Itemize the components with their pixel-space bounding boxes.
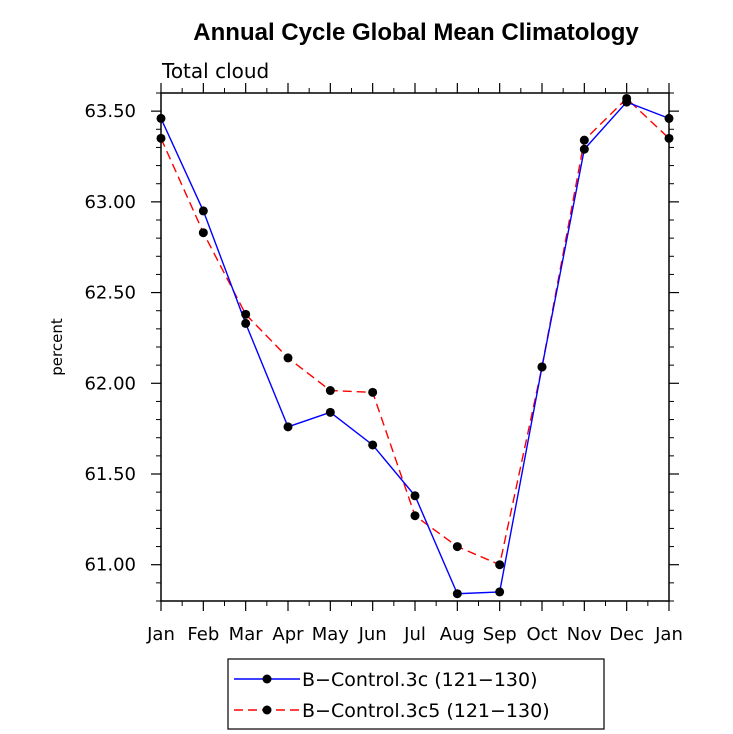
legend: B−Control.3c (121−130) B−Control.3c5 (12… — [227, 658, 605, 730]
series-1-point-6 — [410, 511, 420, 521]
series-1-point-3 — [283, 353, 293, 363]
series-1-point-1 — [198, 228, 208, 238]
y-tick-label-1: 61.50 — [84, 464, 136, 485]
y-tick-label-0: 61.00 — [84, 555, 136, 576]
x-tick-label-8: Sep — [483, 624, 517, 645]
x-tick-label-7: Aug — [440, 624, 475, 645]
series-0-point-7 — [452, 589, 462, 599]
legend-marker-blue — [262, 674, 272, 684]
y-tick-label-3: 62.50 — [84, 283, 136, 304]
y-tick-label-4: 63.00 — [84, 192, 136, 213]
y-tick-labels: 61.00 61.50 62.00 62.50 63.00 63.50 — [84, 101, 136, 576]
legend-label-red: B−Control.3c5 (121−130) — [302, 700, 550, 722]
axis-ticks — [151, 83, 679, 611]
series-0-point-5 — [368, 440, 378, 450]
series-0-point-9 — [537, 362, 547, 372]
x-tick-labels: Jan Feb Mar Apr May Jun Jul Aug Sep Oct Nov Dec Jan — [146, 624, 683, 645]
series-layer — [156, 93, 674, 599]
legend-marker-red — [262, 705, 272, 715]
series-0-point-3 — [283, 422, 293, 432]
x-tick-label-0: Jan — [146, 624, 175, 645]
chart-title: Annual Cycle Global Mean Climatology — [193, 19, 639, 46]
series-1-point-2 — [241, 309, 251, 319]
series-0-point-8 — [495, 587, 505, 597]
series-1-point-4 — [325, 386, 335, 396]
y-tick-label-5: 63.50 — [84, 101, 136, 122]
series-1-point-8 — [495, 560, 505, 570]
series-1-point-7 — [452, 542, 462, 552]
legend-label-blue: B−Control.3c (121−130) — [302, 669, 538, 691]
y-axis-label: percent — [48, 318, 66, 376]
x-tick-label-1: Feb — [187, 624, 219, 645]
x-tick-label-10: Nov — [567, 624, 602, 645]
series-0-point-11 — [622, 97, 632, 107]
series-0-point-6 — [410, 491, 420, 501]
legend-box — [227, 658, 605, 730]
y-tick-label-2: 62.00 — [84, 373, 136, 394]
x-tick-label-11: Dec — [609, 624, 644, 645]
chart-subtitle: Total cloud — [161, 59, 269, 83]
x-tick-label-4: May — [312, 624, 350, 645]
series-0-point-1 — [198, 206, 208, 216]
x-tick-label-2: Mar — [229, 624, 264, 645]
series-0-point-4 — [325, 407, 335, 417]
x-tick-label-12: Jan — [654, 624, 683, 645]
x-tick-label-9: Oct — [526, 624, 557, 645]
series-0-point-2 — [241, 318, 251, 328]
x-tick-label-3: Apr — [272, 624, 304, 645]
series-0-point-10 — [579, 144, 589, 154]
series-1-point-5 — [368, 387, 378, 397]
series-1-point-10 — [579, 135, 589, 145]
x-tick-label-5: Jun — [358, 624, 387, 645]
x-tick-label-6: Jul — [403, 624, 426, 645]
plot-frame — [160, 92, 670, 602]
